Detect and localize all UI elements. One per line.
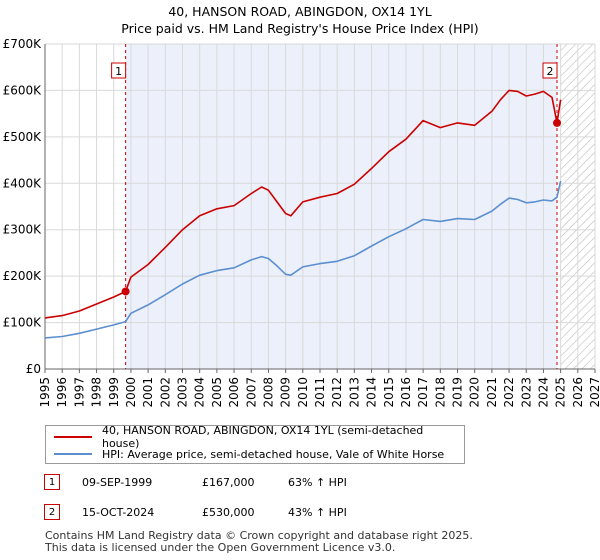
x-tick-label-2024: 2024 — [536, 377, 550, 408]
transaction-badge-1: 1 — [44, 474, 60, 490]
sale-marker-label-2: 2 — [547, 65, 554, 78]
price-chart: £0 £100K £200K £300K £400K £500K £600K £700K 199… — [3, 37, 600, 408]
x-tick-label-2014: 2014 — [365, 377, 379, 408]
x-tick-label-2011: 2011 — [313, 377, 327, 408]
legend-label-hpi: HPI: Average price, semi-detached house,… — [102, 447, 445, 461]
chart-title: 40, HANSON ROAD, ABINGDON, OX14 1YL — [168, 4, 432, 19]
x-tick-label-2016: 2016 — [399, 377, 413, 408]
x-tick-label-2020: 2020 — [468, 377, 482, 408]
sale-marker-box-2 — [542, 62, 558, 79]
legend-item-hpi: HPI: Average price, semi-detached house,… — [54, 446, 444, 462]
sale-marker-box-1 — [111, 62, 127, 79]
y-tick-label-5: £500K — [3, 130, 43, 144]
x-tick-label-2009: 2009 — [279, 377, 293, 408]
chart-legend: 40, HANSON ROAD, ABINGDON, OX14 1YL (sem… — [45, 424, 465, 464]
series-line-hpi — [44, 180, 562, 339]
y-tick-label-2: £200K — [3, 269, 43, 283]
ownership-period-shade — [125, 44, 558, 369]
x-tick-label-1997: 1997 — [72, 377, 86, 408]
series-line-property — [44, 89, 562, 319]
footer: Contains HM Land Registry data © Crown c… — [45, 530, 473, 554]
x-tick-label-2007: 2007 — [244, 377, 258, 408]
x-tick-label-2026: 2026 — [571, 377, 585, 408]
y-tick-label-7: £700K — [3, 37, 43, 51]
x-tick-label-2002: 2002 — [158, 377, 172, 408]
transaction-date-1: 09-SEP-1999 — [82, 475, 153, 489]
transaction-hpi-1: 63% ↑ HPI — [288, 475, 347, 489]
x-tick-label-2027: 2027 — [588, 377, 600, 408]
x-tick-label-2010: 2010 — [296, 377, 310, 408]
legend-item-property: 40, HANSON ROAD, ABINGDON, OX14 1YL (sem… — [54, 424, 464, 450]
chart-subtitle: Price paid vs. HM Land Registry's House … — [121, 21, 479, 36]
x-tick-label-2017: 2017 — [416, 377, 430, 408]
transaction-row-2: 2 15-OCT-2024 £530,000 43% ↑ HPI — [44, 502, 347, 522]
legend-swatch-hpi — [54, 453, 92, 455]
transaction-date-2: 15-OCT-2024 — [82, 505, 155, 519]
y-tick-label-0: £0 — [26, 362, 41, 376]
x-tick-label-2022: 2022 — [502, 377, 516, 408]
x-tick-label-1998: 1998 — [90, 377, 104, 408]
sale-point-1 — [121, 287, 130, 296]
x-tick-label-2000: 2000 — [124, 377, 138, 408]
x-tick-label-2004: 2004 — [193, 377, 207, 408]
transaction-badge-2: 2 — [44, 504, 60, 520]
x-tick-label-2005: 2005 — [210, 377, 224, 408]
transaction-price-1: £167,000 — [202, 475, 255, 489]
y-tick-label-4: £400K — [3, 176, 43, 190]
x-tick-label-2019: 2019 — [451, 377, 465, 408]
y-tick-label-1: £100K — [3, 316, 43, 330]
sale-point-2 — [553, 118, 562, 127]
x-tick-label-2015: 2015 — [382, 377, 396, 408]
y-tick-label-3: £300K — [3, 223, 43, 237]
transaction-row-1: 1 09-SEP-1999 £167,000 63% ↑ HPI — [44, 472, 347, 492]
x-tick-label-2006: 2006 — [227, 377, 241, 408]
transaction-price-2: £530,000 — [202, 505, 255, 519]
x-tick-label-2018: 2018 — [433, 377, 447, 408]
footer-license: This data is licensed under the Open Gov… — [45, 541, 396, 554]
x-tick-label-1999: 1999 — [107, 377, 121, 408]
x-tick-label-2012: 2012 — [330, 377, 344, 408]
legend-swatch-property — [54, 436, 92, 438]
x-tick-label-2023: 2023 — [519, 377, 533, 408]
sale-marker-label-1: 1 — [115, 65, 122, 78]
legend-label-property: 40, HANSON ROAD, ABINGDON, OX14 1YL (sem… — [101, 424, 424, 450]
x-tick-label-2003: 2003 — [176, 377, 190, 408]
x-tick-label-2025: 2025 — [554, 377, 568, 408]
x-tick-label-2008: 2008 — [261, 377, 275, 408]
x-tick-label-2001: 2001 — [141, 377, 155, 408]
x-tick-label-1996: 1996 — [55, 377, 69, 408]
x-tick-label-1995: 1995 — [38, 377, 52, 408]
x-tick-label-2013: 2013 — [347, 377, 361, 408]
transaction-hpi-2: 43% ↑ HPI — [288, 505, 347, 519]
footer-copyright: Contains HM Land Registry data © Crown c… — [45, 529, 473, 542]
x-tick-label-2021: 2021 — [485, 377, 499, 408]
y-tick-label-6: £600K — [3, 83, 43, 97]
